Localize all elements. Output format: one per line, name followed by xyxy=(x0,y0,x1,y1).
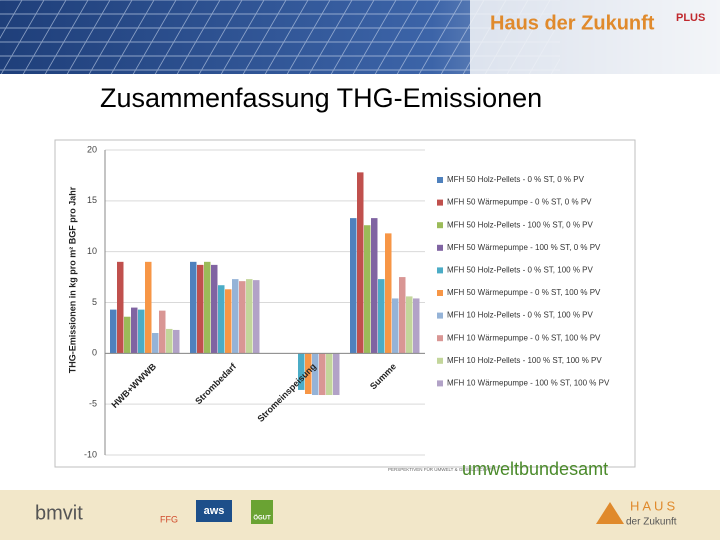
legend-swatch xyxy=(437,290,443,296)
bar xyxy=(190,261,197,354)
brand-suffix: PLUS xyxy=(676,12,705,24)
bar xyxy=(298,353,305,390)
bar xyxy=(246,279,253,354)
house-icon xyxy=(596,502,624,524)
bar xyxy=(357,172,364,354)
bar xyxy=(232,279,239,354)
logo-aws: aws xyxy=(204,505,225,517)
legend-label: MFH 10 Holz-Pellets - 100 % ST, 100 % PV xyxy=(447,356,602,365)
legend-label: MFH 50 Wärmepumpe - 0 % ST, 100 % PV xyxy=(447,288,601,297)
legend-swatch xyxy=(437,380,443,387)
legend-swatch xyxy=(437,312,443,319)
bar xyxy=(399,277,406,354)
header-panels xyxy=(0,0,560,74)
bar xyxy=(312,353,319,396)
bar xyxy=(378,279,385,354)
bar xyxy=(218,285,225,354)
bar xyxy=(124,316,131,354)
logo-ogut: ÖGUT xyxy=(253,515,271,522)
legend-swatch xyxy=(437,199,443,206)
bar xyxy=(326,353,333,396)
bar xyxy=(131,307,138,354)
agency: umweltbundesamt xyxy=(462,459,608,479)
bar xyxy=(406,296,413,354)
legend-label: MFH 10 Holz-Pellets - 0 % ST, 100 % PV xyxy=(447,311,593,320)
footer-band xyxy=(0,490,720,540)
bar xyxy=(319,353,326,396)
bar xyxy=(239,281,246,354)
legend-label: MFH 10 Wärmepumpe - 0 % ST, 100 % PV xyxy=(447,333,601,342)
y-tick-label: -5 xyxy=(89,399,97,409)
legend-label: MFH 10 Wärmepumpe - 100 % ST, 100 % PV xyxy=(447,379,610,388)
bar xyxy=(364,225,371,354)
legend-swatch xyxy=(437,177,443,183)
legend-label: MFH 50 Wärmepumpe - 100 % ST, 0 % PV xyxy=(447,243,601,252)
chart-frame xyxy=(54,139,636,468)
y-tick-label: 5 xyxy=(92,297,97,307)
legend-swatch xyxy=(437,267,443,274)
legend-swatch xyxy=(437,357,443,364)
logo-aws-box xyxy=(196,500,232,522)
y-tick-label: -10 xyxy=(84,449,97,459)
bar xyxy=(385,233,392,354)
legend-swatch xyxy=(437,335,443,342)
bar xyxy=(253,280,260,354)
bar xyxy=(333,353,340,396)
slide-title: Zusammenfassung THG-Emissionen xyxy=(100,83,542,113)
y-tick-label: 10 xyxy=(87,246,97,256)
legend-swatch xyxy=(437,222,443,229)
bar xyxy=(305,353,312,394)
legend-label: MFH 50 Holz-Pellets - 0 % ST, 0 % PV xyxy=(447,175,585,184)
house-1: HAUS xyxy=(630,498,678,513)
logo-ffg: FFG xyxy=(160,514,178,524)
bar xyxy=(204,261,211,354)
bar xyxy=(152,333,159,354)
header-fade xyxy=(470,0,720,74)
legend-label: MFH 50 Holz-Pellets - 0 % ST, 100 % PV xyxy=(447,266,593,275)
bar xyxy=(392,298,399,354)
logo-ogut-box xyxy=(251,500,273,524)
legend-label: MFH 50 Wärmepumpe - 0 % ST, 0 % PV xyxy=(447,198,592,207)
bar xyxy=(117,261,124,354)
bar xyxy=(166,328,173,354)
house-2: der Zukunft xyxy=(626,517,677,528)
y-tick-label: 0 xyxy=(92,348,97,358)
brand: Haus der Zukunft xyxy=(490,12,655,34)
y-tick-label: 15 xyxy=(87,195,97,205)
bar xyxy=(413,298,420,354)
y-axis-label: THG-Emissionen in kg pro m² BGF pro Jahr xyxy=(67,186,77,373)
bar xyxy=(225,289,232,354)
bar xyxy=(350,218,357,354)
bar xyxy=(145,261,152,354)
bar xyxy=(197,264,204,354)
bar xyxy=(371,218,378,354)
bar xyxy=(138,309,145,354)
bar xyxy=(211,264,218,354)
legend-label: MFH 50 Holz-Pellets - 100 % ST, 0 % PV xyxy=(447,220,593,229)
logo-bmvit: bmvit xyxy=(35,502,83,524)
bar xyxy=(173,329,180,354)
y-tick-label: 20 xyxy=(87,144,97,154)
tagline: PERSPEKTIVEN FÜR UMWELT & GESELLSCHAFT xyxy=(388,466,495,472)
bar xyxy=(110,309,117,354)
bar xyxy=(159,310,166,354)
legend-swatch xyxy=(437,244,443,251)
